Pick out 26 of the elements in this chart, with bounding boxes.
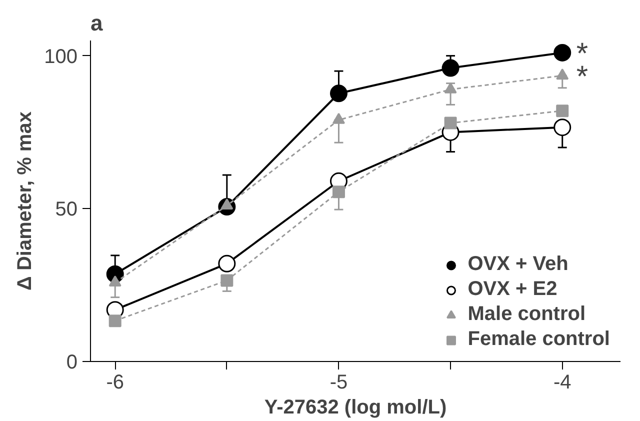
point <box>444 116 457 130</box>
chart-title: a <box>90 10 104 36</box>
point <box>332 112 345 124</box>
point <box>332 186 345 198</box>
x-tick-label: -6 <box>106 372 124 394</box>
point <box>108 314 122 328</box>
point <box>220 274 234 287</box>
x-axis-title: Y-27632 (log mol/L) <box>264 396 447 418</box>
y-axis-title: Δ Diameter, % max <box>14 112 36 290</box>
point <box>554 44 572 62</box>
legend-label: Male control <box>468 303 586 326</box>
legend-label: OVX + E2 <box>468 278 558 301</box>
point <box>556 68 569 80</box>
point <box>442 59 460 77</box>
x-tick-label: -4 <box>553 372 572 394</box>
legend-label: OVX + Veh <box>468 253 568 276</box>
point <box>218 254 236 272</box>
y-tick-label: 100 <box>44 46 78 68</box>
point <box>556 104 569 118</box>
point <box>330 84 348 102</box>
point <box>108 276 122 287</box>
y-tick-label: 0 <box>66 352 78 374</box>
legend-label: Female control <box>468 328 610 351</box>
x-tick-label: -5 <box>330 372 348 394</box>
point <box>554 118 572 136</box>
y-tick-label: 50 <box>55 198 78 221</box>
